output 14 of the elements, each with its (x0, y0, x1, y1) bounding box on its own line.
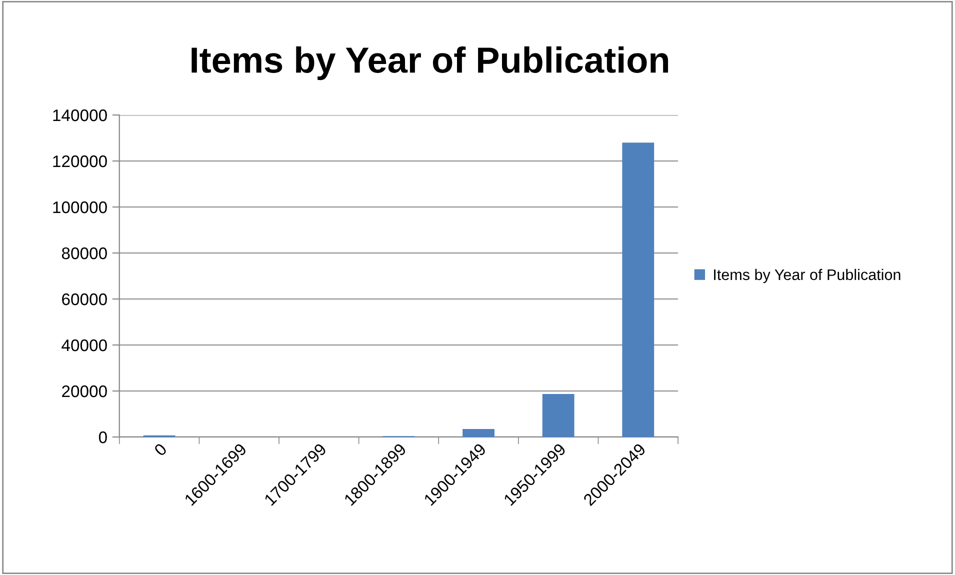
x-tick-label: 0 (154, 442, 168, 457)
y-tick-label: 100000 (53, 201, 107, 214)
y-tick-label: 140000 (53, 109, 107, 122)
y-tick-label: 40000 (62, 339, 107, 352)
y-tick-label: 60000 (62, 293, 107, 306)
y-tick-label: 0 (98, 431, 107, 444)
y-tick-label: 80000 (62, 247, 107, 260)
y-tick-label: 120000 (53, 155, 107, 168)
y-tick-label: 20000 (62, 385, 107, 398)
bar (462, 428, 494, 437)
bar (622, 142, 654, 437)
legend-label: Items by Year of Publication (714, 268, 900, 284)
bar (542, 394, 574, 437)
chart-title: Items by Year of Publication (192, 46, 668, 80)
